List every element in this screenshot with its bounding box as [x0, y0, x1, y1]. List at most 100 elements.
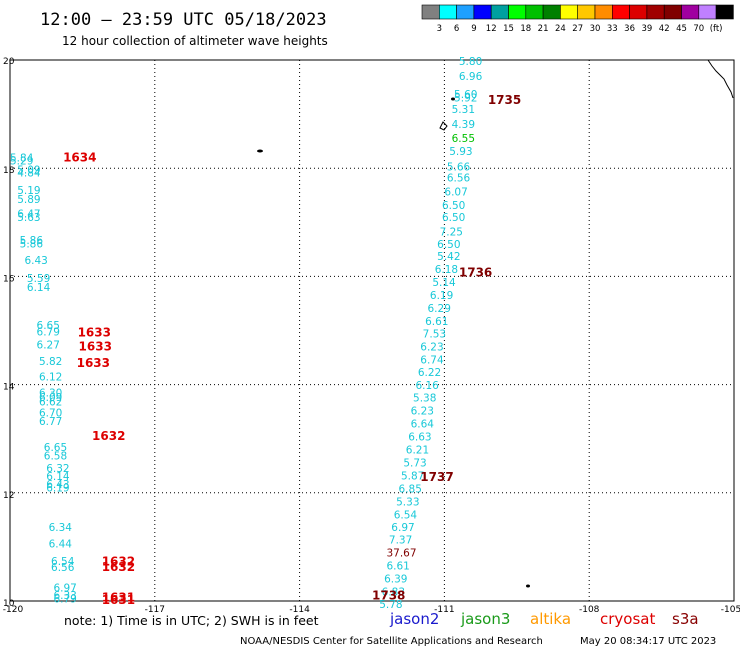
swh-value: 5.59	[27, 273, 50, 285]
y-tick-label: 14	[3, 383, 15, 393]
colorbar-swatch	[646, 4, 665, 20]
swh-value: 6.79	[53, 593, 76, 605]
swh-value: 37.67	[386, 547, 416, 559]
colorbar-swatch	[525, 4, 544, 20]
coastline-shape	[707, 59, 734, 99]
swh-value: 6.23	[411, 406, 434, 418]
swh-value: 5.33	[396, 496, 419, 508]
swh-value: 6.55	[452, 133, 475, 145]
swh-value: 7.53	[423, 329, 446, 341]
footnote: note: 1) Time is in UTC; 2) SWH is in fe…	[64, 613, 319, 628]
swh-value: 5.73	[403, 458, 426, 470]
swh-value: 6.07	[444, 186, 467, 198]
swh-value: 6.54	[394, 509, 418, 521]
track-time-label: 1737	[420, 470, 453, 484]
swh-value: 6.56	[51, 562, 75, 574]
swh-value: 5.86	[20, 238, 44, 250]
colorbar-label: 30	[590, 24, 601, 34]
swh-value: 6.62	[39, 396, 62, 408]
legend-s3a: s3a	[672, 610, 699, 628]
swh-value: 6.18	[435, 264, 458, 276]
swh-value: 6.43	[46, 479, 69, 491]
colorbar-label: 18	[520, 24, 531, 34]
colorbar-label: 45	[676, 24, 687, 34]
swh-value: 5.63	[17, 212, 40, 224]
colorbar-label: 6	[454, 24, 459, 34]
swh-value: 6.50	[442, 212, 465, 224]
swh-value: 5.60	[454, 89, 477, 101]
swh-value: 6.83	[382, 586, 405, 598]
swh-value: 7.25	[440, 226, 463, 238]
colorbar-label: 70	[693, 24, 704, 34]
colorbar-label: 42	[659, 24, 670, 34]
colorbar-label: 12	[486, 24, 497, 34]
colorbar-swatch	[611, 4, 630, 20]
swh-points: 5.845.295.094.845.195.896.475.635.865.86…	[10, 56, 483, 611]
swh-value: 6.74	[420, 355, 444, 367]
swh-value: 6.58	[44, 450, 67, 462]
colorbar-swatch	[577, 4, 596, 20]
swh-value: 5.80	[459, 56, 482, 68]
x-tick-label: -117	[145, 605, 165, 615]
swh-value: 6.50	[437, 239, 460, 251]
track-time-label: 1632	[102, 560, 135, 574]
colorbar-swatch	[490, 4, 509, 20]
swh-value: 6.77	[39, 416, 62, 428]
swh-value: 5.78	[379, 599, 402, 611]
track-time-label: 1738	[372, 589, 405, 603]
colorbar-label: 9	[471, 24, 476, 34]
swh-value: 5.92	[454, 92, 477, 104]
swh-value: 6.19	[430, 290, 453, 302]
colorbar-swatch	[594, 4, 613, 20]
swh-value: 6.97	[53, 582, 76, 594]
legend-jason2: jason2	[389, 610, 439, 628]
swh-value: 4.39	[452, 119, 475, 131]
swh-value: 6.43	[24, 255, 47, 267]
track-time-label: 1736	[459, 266, 492, 280]
island-shape	[257, 149, 263, 153]
swh-value: 5.29	[10, 156, 33, 168]
legend-altika: altika	[530, 610, 571, 628]
swh-value: 5.82	[39, 356, 62, 368]
island-shape	[451, 97, 455, 101]
colorbar-swatch	[663, 4, 682, 20]
chart-title: 12:00 – 23:59 UTC 05/18/2023	[40, 10, 327, 30]
swh-value: 5.31	[452, 104, 475, 116]
swh-value: 6.34	[49, 522, 73, 534]
y-tick-label: 18	[3, 166, 15, 176]
colorbar-swatch	[456, 4, 475, 20]
track-time-label: 1631	[102, 591, 135, 605]
plot-frame	[9, 59, 735, 602]
colorbar-swatch	[542, 4, 561, 20]
swh-value: 6.64	[411, 419, 435, 431]
swh-value: 5.87	[401, 470, 424, 482]
colorbar-label: 21	[538, 24, 549, 34]
colorbar-swatch	[698, 4, 717, 20]
y-tick-label: 12	[3, 491, 14, 501]
x-tick-label: -105	[721, 605, 740, 615]
swh-value: 5.42	[437, 251, 460, 263]
swh-value: 6.19	[46, 482, 69, 494]
colorbar-swatch	[629, 4, 648, 20]
swh-value: 6.96	[459, 71, 483, 83]
swh-value: 5.19	[17, 185, 40, 197]
swh-value: 5.84	[10, 152, 34, 164]
swh-value: 6.32	[46, 463, 69, 475]
island-shape	[526, 584, 530, 588]
x-tick-label: -111	[434, 605, 454, 615]
colorbar-label: (ft)	[710, 24, 723, 34]
swh-value: 5.86	[20, 235, 44, 247]
swh-value: 6.61	[386, 560, 409, 572]
legend-cryosat: cryosat	[600, 610, 655, 628]
swh-value: 6.22	[418, 367, 441, 379]
colorbar-label: 33	[607, 24, 618, 34]
swh-value: 5.38	[413, 393, 436, 405]
colorbar-swatch	[438, 4, 457, 20]
swh-value: 6.30	[39, 388, 62, 400]
axis-ticks: -120 -117 -114 -111 -108 -105 20 18 16 14 12 10	[3, 57, 740, 615]
colorbar-label: 27	[572, 24, 583, 34]
swh-value: 6.61	[425, 316, 448, 328]
track-time-label: 1633	[79, 340, 112, 354]
colorbar-swatch	[681, 4, 700, 20]
track-time-label: 1633	[77, 356, 110, 370]
